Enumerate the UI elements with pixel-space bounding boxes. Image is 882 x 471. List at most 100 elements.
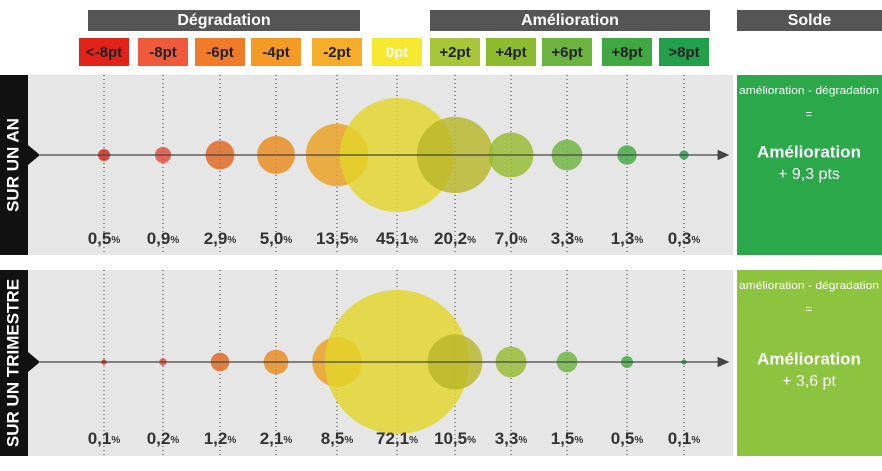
- value-unit: %: [467, 435, 476, 446]
- value-label: 3,3%: [551, 229, 584, 248]
- side-band: [0, 270, 28, 456]
- value-number: 10,5: [434, 429, 467, 448]
- value-unit: %: [111, 435, 120, 446]
- value-number: 0,1: [88, 429, 112, 448]
- panel-title: SUR UN AN: [3, 118, 22, 212]
- category-label: >8pt: [668, 44, 699, 61]
- value-unit: %: [634, 435, 643, 446]
- value-number: 0,1: [668, 429, 692, 448]
- value-number: 0,5: [611, 429, 635, 448]
- value-unit: %: [409, 235, 418, 246]
- value-number: 3,3: [551, 229, 575, 248]
- value-unit: %: [349, 235, 358, 246]
- value-unit: %: [344, 435, 353, 446]
- value-unit: %: [170, 235, 179, 246]
- balance-box: [737, 270, 882, 456]
- side-band: [0, 75, 28, 255]
- value-number: 3,3: [495, 429, 519, 448]
- value-label: 0,1%: [668, 429, 701, 448]
- category-label: +4pt: [495, 44, 526, 61]
- value-label: 0,3%: [668, 229, 701, 248]
- value-label: 5,0%: [260, 229, 293, 248]
- value-label: 2,9%: [204, 229, 237, 248]
- category-chip: [430, 38, 480, 66]
- value-label: 1,3%: [611, 229, 644, 248]
- category-chip: [312, 38, 362, 66]
- value-number: 0,9: [147, 229, 171, 248]
- value-number: 5,0: [260, 229, 284, 248]
- value-label: 3,3%: [495, 429, 528, 448]
- value-unit: %: [574, 435, 583, 446]
- value-number: 0,2: [147, 429, 171, 448]
- group-label: Solde: [788, 12, 832, 29]
- value-number: 7,0: [495, 229, 519, 248]
- balance-verdict: Amélioration: [757, 142, 861, 161]
- group-label: Amélioration: [521, 12, 619, 29]
- category-chip: [372, 38, 422, 66]
- group-band: [88, 10, 360, 31]
- value-label: 45,1%: [376, 229, 418, 248]
- category-chip: [659, 38, 709, 66]
- category-chip: [79, 38, 129, 66]
- value-label: 8,5%: [321, 429, 354, 448]
- balance-amount: + 3,6 pt: [782, 373, 836, 390]
- category-label: -2pt: [323, 44, 351, 61]
- category-label: +8pt: [611, 44, 642, 61]
- value-number: 45,1: [376, 229, 409, 248]
- value-number: 0,5: [88, 229, 112, 248]
- category-chip: [542, 38, 592, 66]
- category-label: +6pt: [551, 44, 582, 61]
- balance-amount: + 9,3 pts: [778, 166, 840, 183]
- value-label: 20,2%: [434, 229, 476, 248]
- category-chip: [602, 38, 652, 66]
- balance-equals: =: [805, 107, 812, 121]
- category-label: +2pt: [439, 44, 470, 61]
- side-arrow: [28, 145, 40, 165]
- value-label: 72,1%: [376, 429, 418, 448]
- value-unit: %: [518, 435, 527, 446]
- value-number: 1,2: [204, 429, 228, 448]
- value-unit: %: [691, 235, 700, 246]
- value-number: 2,1: [260, 429, 284, 448]
- value-unit: %: [170, 435, 179, 446]
- side-arrow: [28, 352, 40, 372]
- value-unit: %: [283, 235, 292, 246]
- value-label: 13,5%: [316, 229, 358, 248]
- category-chip: [195, 38, 245, 66]
- category-label: -8pt: [149, 44, 177, 61]
- value-unit: %: [283, 435, 292, 446]
- value-unit: %: [227, 235, 236, 246]
- value-label: 2,1%: [260, 429, 293, 448]
- value-label: 0,9%: [147, 229, 180, 248]
- value-number: 13,5: [316, 229, 349, 248]
- category-label: 0pt: [386, 44, 409, 61]
- category-chip: [138, 38, 188, 66]
- value-unit: %: [467, 235, 476, 246]
- value-unit: %: [691, 435, 700, 446]
- value-label: 7,0%: [495, 229, 528, 248]
- value-label: 0,5%: [611, 429, 644, 448]
- value-unit: %: [574, 235, 583, 246]
- group-band: [430, 10, 710, 31]
- value-label: 0,1%: [88, 429, 121, 448]
- category-chip: [486, 38, 536, 66]
- value-unit: %: [111, 235, 120, 246]
- value-label: 1,2%: [204, 429, 237, 448]
- group-band: [737, 10, 882, 31]
- category-label: <-8pt: [86, 44, 122, 61]
- balance-equals: =: [805, 302, 812, 316]
- value-number: 72,1: [376, 429, 409, 448]
- value-unit: %: [409, 435, 418, 446]
- value-number: 0,3: [668, 229, 692, 248]
- value-label: 0,2%: [147, 429, 180, 448]
- category-label: -4pt: [262, 44, 290, 61]
- value-unit: %: [518, 235, 527, 246]
- panel-title: SUR UN TRIMESTRE: [3, 279, 22, 447]
- category-chip: [251, 38, 301, 66]
- value-number: 8,5: [321, 429, 345, 448]
- balance-verdict: Amélioration: [757, 349, 861, 368]
- value-unit: %: [634, 235, 643, 246]
- value-label: 0,5%: [88, 229, 121, 248]
- value-unit: %: [227, 435, 236, 446]
